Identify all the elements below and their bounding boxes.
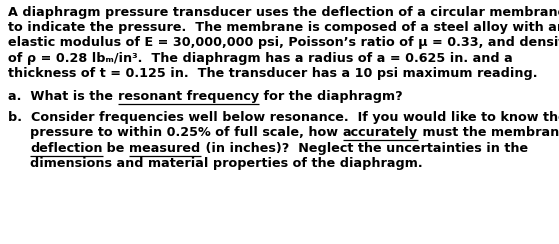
- Text: resonant frequency: resonant frequency: [117, 90, 259, 103]
- Text: a.  What is the: a. What is the: [8, 90, 117, 103]
- Text: deflection: deflection: [30, 142, 102, 155]
- Text: b.  Consider frequencies well below resonance.  If you would like to know the: b. Consider frequencies well below reson…: [8, 111, 559, 124]
- Text: for the diaphragm?: for the diaphragm?: [259, 90, 402, 103]
- Text: accurately: accurately: [343, 126, 418, 139]
- Text: pressure to within 0.25% of full scale, how: pressure to within 0.25% of full scale, …: [30, 126, 343, 139]
- Text: of ρ = 0.28 lbₘ/in³.  The diaphragm has a radius of a = 0.625 in. and a: of ρ = 0.28 lbₘ/in³. The diaphragm has a…: [8, 51, 513, 65]
- Text: be: be: [102, 142, 129, 155]
- Text: to indicate the pressure.  The membrane is composed of a steel alloy with an: to indicate the pressure. The membrane i…: [8, 21, 559, 34]
- Text: dimensions and material properties of the diaphragm.: dimensions and material properties of th…: [30, 157, 423, 170]
- Text: measured: measured: [129, 142, 201, 155]
- Text: (in inches)?  Neglect the uncertainties in the: (in inches)? Neglect the uncertainties i…: [201, 142, 528, 155]
- Text: elastic modulus of E = 30,000,000 psi, Poisson’s ratio of μ = 0.33, and density: elastic modulus of E = 30,000,000 psi, P…: [8, 36, 559, 49]
- Text: thickness of t = 0.125 in.  The transducer has a 10 psi maximum reading.: thickness of t = 0.125 in. The transduce…: [8, 67, 538, 80]
- Text: must the membrane: must the membrane: [418, 126, 559, 139]
- Text: A diaphragm pressure transducer uses the deflection of a circular membrane: A diaphragm pressure transducer uses the…: [8, 6, 559, 19]
